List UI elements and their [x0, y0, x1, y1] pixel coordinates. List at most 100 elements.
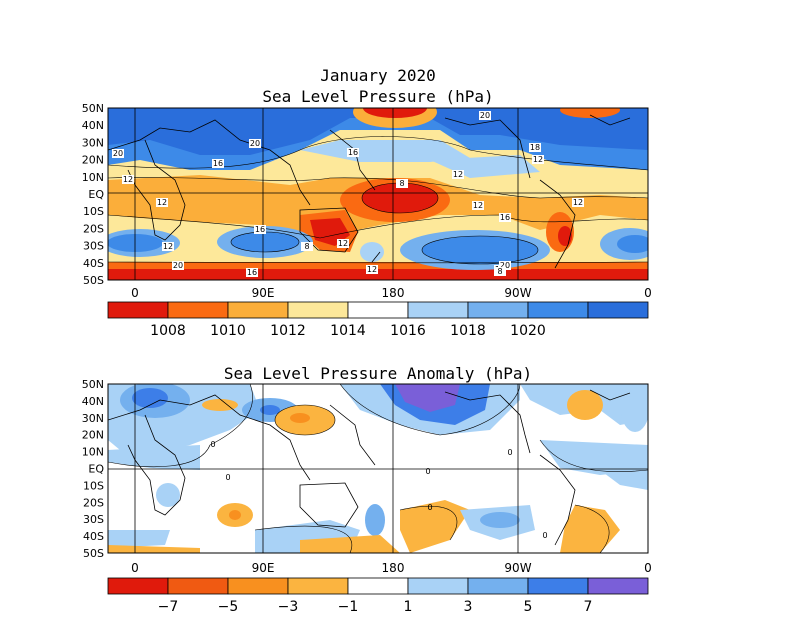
lat-tick-label: 50N — [82, 102, 104, 115]
colorbar-label: −3 — [278, 599, 299, 615]
lat-tick-label: 20S — [83, 222, 104, 235]
lat-tick-label: 40N — [82, 395, 104, 408]
colorbar-swatch — [347, 577, 409, 595]
colorbar-swatch — [167, 577, 229, 595]
lat-tick-label: 10N — [82, 446, 104, 459]
contour-label: 18 — [530, 143, 540, 152]
contour-label: 8 — [399, 179, 404, 188]
lat-tick-label: 40S — [83, 257, 104, 270]
slp-colorbar: 1008 1010 1012 1014 1016 1018 1020 — [107, 301, 649, 339]
lat-tick-label: 40S — [83, 530, 104, 543]
anomaly-lon-axis: 0 90E 180 90W 0 — [131, 561, 652, 575]
anomaly-colorbar: −7 −5 −3 −1 1 3 5 7 — [107, 577, 649, 615]
contour-label-bg — [572, 198, 584, 207]
colorbar-swatch — [287, 577, 349, 595]
colorbar-swatch — [587, 577, 649, 595]
lon-tick-label: 180 — [382, 286, 405, 300]
contour-label: 0 — [425, 467, 430, 476]
colorbar-swatch — [287, 301, 349, 319]
contour-label-bg — [499, 261, 511, 270]
contour-label-bg — [479, 111, 491, 120]
contour-label: 20 — [480, 111, 490, 120]
lat-tick-label: 10S — [83, 205, 104, 218]
contour-label: 8 — [304, 242, 309, 251]
lat-tick-label: 10N — [82, 171, 104, 184]
colorbar-label: 1012 — [270, 323, 306, 339]
contour-label-bg — [122, 175, 134, 184]
colorbar-label: −1 — [338, 599, 359, 615]
contour-label: 16 — [348, 148, 358, 157]
contour-label-bg — [156, 198, 168, 207]
contour-label: 16 — [247, 268, 257, 277]
contour-label: 12 — [367, 265, 377, 274]
colorbar-swatch — [167, 301, 229, 319]
colorbar-swatch — [587, 301, 649, 319]
colorbar-swatch — [467, 577, 529, 595]
lat-tick-label: 40N — [82, 119, 104, 132]
colorbar-swatch — [527, 577, 589, 595]
figure2-title: Sea Level Pressure Anomaly (hPa) — [223, 364, 533, 383]
lat-tick-label: 20N — [82, 429, 104, 442]
colorbar-label: 3 — [464, 599, 473, 615]
slp-lon-axis: 0 90E 180 90W 0 — [131, 286, 652, 300]
slp-map: 20 20 16 16 20 12 8 12 12 16 12 16 12 8 12 20 16 12 12 20 18… — [108, 108, 648, 280]
contour-label: 12 — [573, 198, 583, 207]
lon-tick-label: 90W — [504, 286, 531, 300]
contour-label: 0 — [507, 448, 512, 457]
contour-label: 20 — [500, 261, 510, 270]
slp-map-frame — [107, 107, 649, 281]
colorbar-swatch — [407, 301, 469, 319]
contour-label-bg — [172, 261, 184, 270]
slp-lat-axis: 50N 40N 30N 20N 10N EQ 10S 20S 30S 40S 50S — [82, 102, 105, 287]
lon-tick-label: 0 — [131, 561, 139, 575]
lon-tick-label: 90W — [504, 561, 531, 575]
colorbar-label: 1020 — [510, 323, 546, 339]
lat-tick-label: EQ — [88, 463, 104, 476]
lon-tick-label: 90E — [252, 286, 275, 300]
contour-label: 20 — [113, 149, 123, 158]
contour-label-bg — [532, 155, 544, 164]
contour-label: 16 — [500, 213, 510, 222]
colorbar-label: 1010 — [210, 323, 246, 339]
anomaly-map: 0 0 0 0 0 0 — [108, 384, 648, 553]
lat-tick-label: 30N — [82, 136, 104, 149]
colorbar-swatch — [227, 301, 289, 319]
lon-tick-label: 0 — [644, 561, 652, 575]
figure1-subtitle: Sea Level Pressure (hPa) — [262, 87, 494, 106]
contour-label: 12 — [533, 155, 543, 164]
colorbar-swatch — [467, 301, 529, 319]
colorbar-label: 1014 — [330, 323, 366, 339]
contour-label-bg — [529, 143, 541, 152]
colorbar-label: 5 — [524, 599, 533, 615]
contour-label: 20 — [250, 139, 260, 148]
contour-label: 20 — [173, 261, 183, 270]
contour-label-bg — [452, 170, 464, 179]
figure1-title: January 2020 — [320, 66, 436, 85]
contour-label: 0 — [210, 440, 215, 449]
contour-label: 8 — [497, 267, 502, 276]
contour-label-bg — [396, 179, 408, 188]
colorbar-label: −5 — [218, 599, 239, 615]
lon-tick-label: 180 — [382, 561, 405, 575]
contour-label-bg — [162, 242, 174, 251]
contour-label: 12 — [123, 175, 133, 184]
colorbar-label: 7 — [584, 599, 593, 615]
colorbar-swatch — [347, 301, 409, 319]
contour-label-bg — [499, 213, 511, 222]
colorbar-label: 1018 — [450, 323, 486, 339]
contour-label: 16 — [255, 225, 265, 234]
anomaly-lat-axis: 50N 40N 30N 20N 10N EQ 10S 20S 30S 40S 50S — [82, 378, 105, 560]
contour-label-bg — [246, 268, 258, 277]
lon-tick-label: 0 — [644, 286, 652, 300]
colorbar-swatch — [407, 577, 469, 595]
contour-label-bg — [366, 265, 378, 274]
colorbar-swatch — [227, 577, 289, 595]
contour-label-bg — [301, 242, 313, 251]
contour-label-bg — [112, 149, 124, 158]
lat-tick-label: 10S — [83, 479, 104, 492]
lat-tick-label: 20S — [83, 496, 104, 509]
contour-label: 16 — [213, 159, 223, 168]
contour-label-bg — [254, 225, 266, 234]
contour-label-bg — [472, 201, 484, 210]
